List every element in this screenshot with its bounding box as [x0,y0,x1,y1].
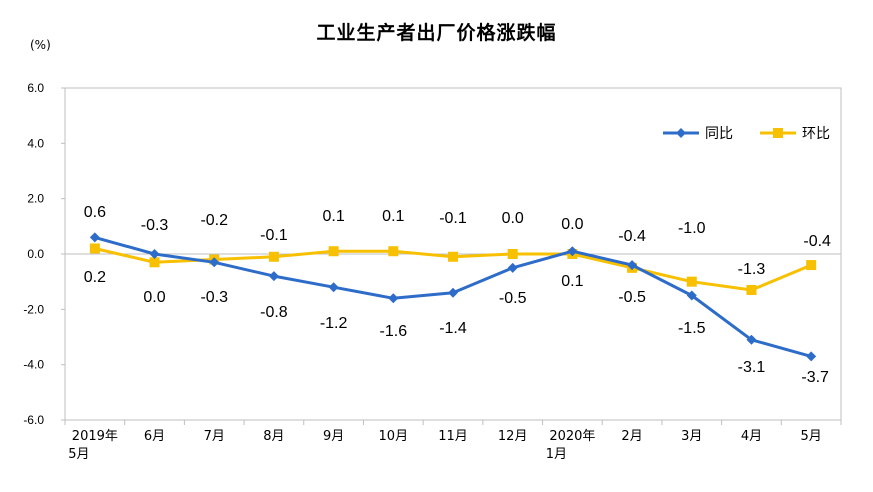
x-category-label: 2020年 [549,429,595,444]
y-tick-label: -6.0 [23,413,44,427]
data-label-mom: -0.2 [200,212,228,229]
data-label-yoy: -1.5 [678,320,706,337]
data-label-yoy: -0.3 [200,289,228,306]
data-point-mom [328,246,339,257]
data-label-mom: -1.3 [738,261,766,278]
data-label-mom: 0.1 [382,208,404,225]
data-label-yoy: -1.2 [320,315,348,332]
data-label-mom: -0.1 [439,210,467,227]
data-point-mom [507,249,518,259]
x-category-label: 5月 [801,429,822,444]
data-label-mom: -0.4 [618,228,646,245]
data-label-mom: -0.1 [260,227,288,244]
data-point-yoy [448,287,458,298]
data-label-mom: -0.4 [803,233,831,250]
data-label-yoy: -0.5 [618,289,646,306]
x-category-label: 10月 [379,429,409,444]
data-label-mom: -1.0 [678,220,706,237]
data-label-yoy: -1.4 [439,320,467,337]
legend-marker-yoy [676,128,686,138]
data-point-mom [448,251,458,262]
data-label-yoy: -0.8 [260,304,288,321]
data-labels: 0.6 0.0 -0.3 -0.8 -1.2 -1.6 -1.4 -0.5 0.1 -0.5 -1.… [84,204,831,386]
legend-label: 同比 [705,126,733,142]
data-point-yoy [806,351,817,362]
legend-marker-mom [773,128,783,138]
x-category-label: 2019年 [72,429,118,444]
x-category-label: 11月 [438,429,468,444]
x-category-label: 3月 [681,429,702,444]
legend: 同比 环比 [663,126,830,142]
y-tick-label: -2.0 [23,302,44,316]
data-label-yoy: -1.6 [380,323,408,340]
legend-label: 环比 [802,126,830,142]
data-point-yoy [89,232,100,243]
data-label-mom: 0.1 [322,208,344,225]
x-category-label: 6月 [144,429,165,444]
data-label-yoy: 0.6 [84,204,106,221]
x-category-label: 9月 [323,429,344,444]
data-point-yoy [149,249,160,259]
y-tick-label: 6.0 [27,81,44,95]
data-label-mom: 0.0 [502,210,524,227]
data-label-yoy: 0.0 [143,289,165,306]
data-point-mom [746,284,757,295]
data-point-mom [388,246,399,257]
data-point-mom [686,276,697,287]
data-point-yoy [328,282,339,293]
data-label-yoy: 0.1 [561,273,583,290]
data-point-yoy [388,293,399,304]
x-category-label: 8月 [263,429,284,444]
data-point-yoy [268,271,279,282]
y-tick-label: 0.0 [27,247,44,261]
data-label-yoy: -3.7 [801,369,829,386]
x-category-label: 2月 [621,429,642,444]
y-tick-label: -4.0 [23,358,44,372]
data-point-yoy [627,260,638,271]
data-point-yoy [746,334,757,345]
data-point-mom [806,260,817,271]
data-point-yoy [686,290,697,301]
x-category-label: 5月 [68,447,89,462]
data-label-mom: -0.3 [141,217,169,234]
x-category-label: 7月 [204,429,225,444]
y-tick-label: 2.0 [27,192,44,206]
data-label-mom: 0.0 [561,216,583,233]
y-axis-unit: (%) [30,38,51,52]
data-point-mom [268,251,279,262]
data-label-yoy: -0.5 [499,290,527,307]
data-point-yoy [567,246,578,257]
axes: 6.0 4.0 2.0 0.0 -2.0 -4.0 -6.0 2019年 5月 6月 7月 8月 9月 1… [23,81,842,462]
data-point-yoy [209,257,220,268]
data-point-yoy [507,262,518,273]
x-category-label: 4月 [741,429,762,444]
x-category-label: 1月 [546,447,567,462]
x-category-label: 12月 [498,429,528,444]
data-point-mom [89,243,100,254]
chart-title: 工业生产者出厂价格涨跌幅 [316,22,557,44]
y-tick-label: 4.0 [27,136,44,150]
data-label-yoy: -3.1 [738,359,766,376]
series-lines [89,232,817,362]
data-point-mom [149,257,160,268]
data-label-mom: 0.2 [84,269,106,286]
